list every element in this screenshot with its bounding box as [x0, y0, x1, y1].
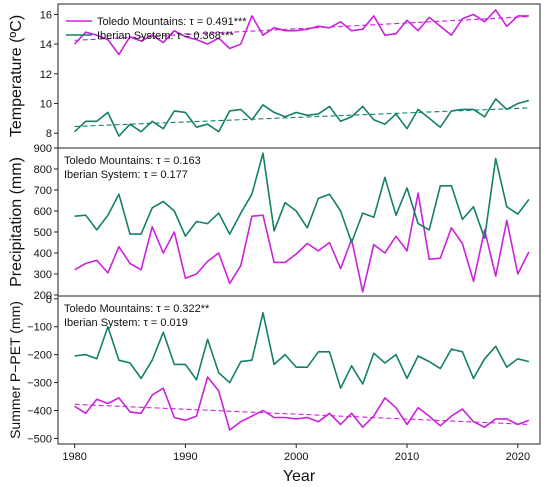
- y-tick-label: 200: [34, 290, 52, 302]
- panel-frame: [57, 295, 541, 445]
- y-tick-label: 800: [34, 164, 52, 176]
- y-tick-label: 300: [34, 269, 52, 281]
- y-tick-label: −300: [27, 378, 52, 390]
- series-line-iberian: [74, 152, 530, 244]
- y-tick-label: −500: [27, 433, 52, 445]
- series-line-toledo: [74, 376, 530, 431]
- series-line-toledo: [74, 192, 530, 293]
- y-tick-label: 0: [46, 294, 52, 306]
- y-axis-label: Precipitation (mm): [8, 157, 25, 287]
- x-tick-label: 1980: [62, 451, 86, 463]
- y-tick-label: −200: [27, 350, 52, 362]
- annotation-iberian: Iberian System: τ = 0.177: [64, 169, 188, 181]
- y-tick-label: 16: [40, 9, 52, 21]
- y-tick-label: 12: [40, 69, 52, 81]
- series-line-iberian: [74, 311, 530, 390]
- y-tick-label: 900: [34, 143, 52, 155]
- panel-3: −500 −400 −300 −200 −100 0 Summer P−PET (mm) To…: [7, 294, 541, 463]
- y-tick-label: 500: [34, 227, 52, 239]
- y-axis-label: Temperature (ºC): [8, 15, 25, 137]
- y-tick-label: 10: [40, 98, 52, 110]
- x-tick-label: 1990: [173, 451, 197, 463]
- annotation-toledo: Toledo Mountains: τ = 0.163: [64, 155, 201, 167]
- y-tick-label: 700: [34, 185, 52, 197]
- annotation-toledo: Toledo Mountains: τ = 0.322**: [64, 303, 210, 315]
- y-tick-label: −100: [27, 322, 52, 334]
- y-tick-label: −400: [27, 405, 52, 417]
- x-tick-label: 2000: [284, 451, 308, 463]
- annotation-iberian: Iberian System: τ = 0.019: [64, 317, 188, 329]
- panel-2: 200 300 400 500 600 700 800 900 Precipitation (m…: [8, 143, 541, 302]
- trend-line-toledo: [74, 403, 529, 426]
- trend-line-toledo: [74, 16, 529, 41]
- legend-label-iberian: Iberian System: τ = 0.368***: [97, 30, 234, 42]
- panel-1: 8 10 12 14 16 Temperature (ºC) Toledo Mountain…: [8, 3, 541, 149]
- trend-line-iberian: [74, 107, 529, 128]
- y-tick-label: 600: [34, 206, 52, 218]
- x-tick-label: 2010: [395, 451, 419, 463]
- y-tick-label: 400: [34, 248, 52, 260]
- y-tick-label: 8: [46, 128, 52, 140]
- y-axis-label: Summer P−PET (mm): [7, 301, 23, 439]
- x-axis-label: Year: [283, 468, 316, 485]
- y-tick-label: 14: [40, 39, 52, 51]
- x-tick-label: 2020: [506, 451, 530, 463]
- legend-label-toledo: Toledo Mountains: τ = 0.491***: [97, 16, 247, 28]
